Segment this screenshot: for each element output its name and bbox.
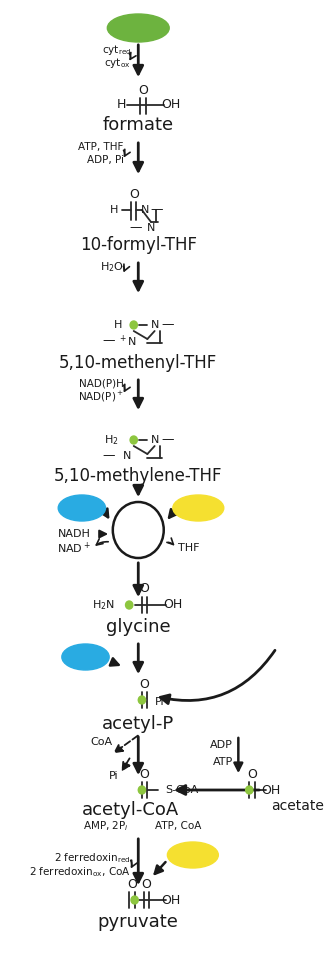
Text: O: O [140,678,150,690]
Text: CoA: CoA [91,737,113,747]
Text: —: — [161,434,174,446]
Text: N: N [151,435,159,445]
Text: H: H [113,320,122,330]
Text: cyt$_{\mathregular{red}}$: cyt$_{\mathregular{red}}$ [102,43,131,57]
Text: acetyl-CoA: acetyl-CoA [82,801,180,819]
Text: —: — [130,222,142,234]
Text: N: N [141,205,150,215]
Text: pyruvate: pyruvate [98,913,179,931]
Ellipse shape [62,644,109,670]
Text: N: N [147,223,155,233]
Text: ATP, THF: ATP, THF [78,142,124,152]
Text: O: O [140,767,150,780]
Text: OH: OH [161,99,181,111]
Text: OH: OH [161,894,181,906]
Text: NH$_3$: NH$_3$ [72,650,99,664]
Text: NAD$^+$: NAD$^+$ [57,540,91,556]
Ellipse shape [173,495,224,521]
Text: S-CoA: S-CoA [166,785,199,795]
Text: CO$_2$: CO$_2$ [180,848,206,862]
Text: acetate: acetate [271,799,324,813]
Text: N: N [123,451,132,461]
Circle shape [131,896,138,904]
Text: N: N [151,320,159,330]
Text: NAD(P)H: NAD(P)H [79,378,124,388]
Circle shape [126,601,133,609]
Ellipse shape [107,14,169,42]
Text: —: — [102,334,114,348]
Text: O: O [247,767,257,780]
Circle shape [246,786,253,794]
Text: O: O [129,188,139,202]
Text: NH$_3$: NH$_3$ [68,500,96,516]
Text: CO$_2$: CO$_2$ [122,18,154,37]
Text: O: O [127,877,137,891]
Text: 10-formyl-THF: 10-formyl-THF [80,236,197,254]
Text: Pi: Pi [154,697,164,707]
Text: ADP, Pi: ADP, Pi [87,155,124,165]
Text: CO$_2$: CO$_2$ [185,500,212,516]
Text: 5,10-methenyl-THF: 5,10-methenyl-THF [59,354,217,372]
Text: ADP: ADP [210,740,233,750]
Text: —: — [102,449,114,463]
Text: OH: OH [261,783,281,797]
Text: H: H [117,99,127,111]
Ellipse shape [58,495,106,521]
Text: —: — [161,319,174,331]
Text: NAD(P)$^+$: NAD(P)$^+$ [78,390,124,404]
Text: formate: formate [103,116,174,134]
Text: H$_2$O: H$_2$O [100,260,124,274]
Text: 5,10-methylene-THF: 5,10-methylene-THF [54,467,222,485]
Text: THF: THF [178,543,200,553]
Circle shape [130,436,137,444]
Circle shape [138,786,146,794]
Text: NADH: NADH [58,529,91,539]
Text: O: O [140,583,150,595]
Circle shape [113,502,164,558]
Text: $^+$N: $^+$N [118,333,137,348]
Text: AMP, 2P$_i$: AMP, 2P$_i$ [83,819,129,833]
Text: Pi: Pi [109,771,118,781]
Text: acetyl-P: acetyl-P [102,715,174,733]
Text: H: H [110,205,118,215]
Circle shape [130,321,137,329]
Text: 2 ferredoxin$_{\mathregular{ox}}$, CoA: 2 ferredoxin$_{\mathregular{ox}}$, CoA [29,865,131,879]
Text: ATP, CoA: ATP, CoA [154,821,201,831]
Text: H$_2$: H$_2$ [104,433,118,447]
Text: H$_2$N: H$_2$N [92,598,114,612]
Text: O: O [141,877,152,891]
Text: 2 ferredoxin$_{\mathregular{red}}$: 2 ferredoxin$_{\mathregular{red}}$ [54,852,131,865]
Ellipse shape [167,842,218,868]
Text: ATP: ATP [213,757,233,767]
Circle shape [138,696,146,704]
Text: OH: OH [163,598,182,612]
Text: cyt$_{\mathregular{ox}}$: cyt$_{\mathregular{ox}}$ [105,56,131,70]
Text: —: — [150,204,163,217]
Text: O: O [138,84,148,98]
Text: glycine: glycine [106,618,171,636]
